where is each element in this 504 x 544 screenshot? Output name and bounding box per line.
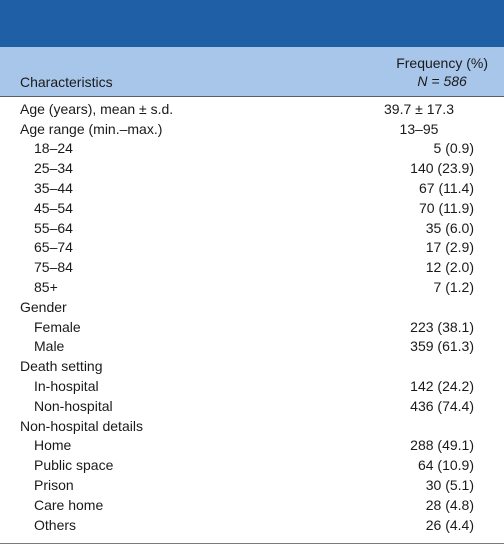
row-value: 13–95 (399, 120, 439, 137)
table-body: Age (years), mean ± s.d. 39.7 ± 17.3 Age… (0, 97, 504, 535)
row-label: 85+ (34, 279, 58, 296)
row-value: 26 (4.4) (425, 516, 474, 533)
row-value: 5 (0.9) (433, 140, 474, 157)
row-value: 436 (74.4) (410, 397, 474, 414)
table-row: Home 288 (49.1) (0, 436, 504, 456)
row-label: Female (34, 318, 81, 335)
table-row: 25–34 140 (23.9) (0, 158, 504, 178)
table-row: Others 26 (4.4) (0, 515, 504, 535)
table-row: 65–74 17 (2.9) (0, 238, 504, 258)
table-row: Care home 28 (4.8) (0, 495, 504, 515)
table-row: 18–24 5 (0.9) (0, 139, 504, 159)
row-label: Prison (34, 477, 74, 494)
row-value: 359 (61.3) (410, 338, 474, 355)
table-row: 55–64 35 (6.0) (0, 218, 504, 238)
row-value: 70 (11.9) (419, 199, 474, 216)
row-label: Public space (34, 457, 114, 474)
row-value: 288 (49.1) (410, 437, 474, 454)
row-label: Male (34, 338, 65, 355)
header-frequency: Frequency (%) (396, 55, 488, 71)
row-value: 64 (10.9) (417, 457, 474, 474)
row-value: 35 (6.0) (425, 219, 474, 236)
table-header: Characteristics Frequency (%) N = 586 (0, 47, 504, 97)
row-value: 17 (2.9) (425, 239, 474, 256)
row-label: Others (34, 516, 77, 533)
row-value: 12 (2.0) (425, 259, 474, 276)
row-label: 18–24 (34, 140, 73, 157)
table-row: Age range (min.–max.) 13–95 (0, 119, 504, 139)
row-value: 67 (11.4) (419, 180, 474, 197)
row-label: Non-hospital (34, 397, 113, 414)
table-section-row: Death setting (0, 356, 504, 376)
row-value: 142 (24.2) (410, 378, 474, 395)
table-row: Prison 30 (5.1) (0, 475, 504, 495)
table-row: 35–44 67 (11.4) (0, 178, 504, 198)
section-label: Non-hospital details (20, 417, 143, 434)
table-row: In-hospital 142 (24.2) (0, 376, 504, 396)
row-label: Care home (34, 496, 104, 513)
section-label: Gender (20, 298, 67, 315)
header-characteristics: Characteristics (20, 74, 113, 90)
table-row: Female 223 (38.1) (0, 317, 504, 337)
table-row: Non-hospital 436 (74.4) (0, 396, 504, 416)
table-row: Public space 64 (10.9) (0, 455, 504, 475)
row-value: 7 (1.2) (433, 279, 474, 296)
row-value: 30 (5.1) (425, 477, 474, 494)
header-frequency-column: Frequency (%) N = 586 (396, 54, 488, 90)
row-value: 223 (38.1) (410, 318, 474, 335)
row-label: In-hospital (34, 378, 99, 395)
table-row: Male 359 (61.3) (0, 337, 504, 357)
table-row: 75–84 12 (2.0) (0, 257, 504, 277)
row-label: 45–54 (34, 199, 73, 216)
section-label: Death setting (20, 358, 103, 375)
row-label: Age range (min.–max.) (20, 120, 163, 137)
row-label: 65–74 (34, 239, 73, 256)
table-row: 85+ 7 (1.2) (0, 277, 504, 297)
table-row: 45–54 70 (11.9) (0, 198, 504, 218)
table-section-row: Non-hospital details (0, 416, 504, 436)
table-title-band (0, 0, 504, 47)
row-label: Age (years), mean ± s.d. (20, 100, 174, 117)
row-value: 28 (4.8) (425, 496, 474, 513)
row-label: 55–64 (34, 219, 73, 236)
table-row: Age (years), mean ± s.d. 39.7 ± 17.3 (0, 99, 504, 119)
header-sample-size: N = 586 (417, 73, 467, 89)
row-label: Home (34, 437, 72, 454)
row-value: 140 (23.9) (410, 160, 474, 177)
row-value: 39.7 ± 17.3 (384, 100, 454, 117)
row-label: 75–84 (34, 259, 73, 276)
row-label: 35–44 (34, 180, 73, 197)
row-label: 25–34 (34, 160, 73, 177)
table-section-row: Gender (0, 297, 504, 317)
